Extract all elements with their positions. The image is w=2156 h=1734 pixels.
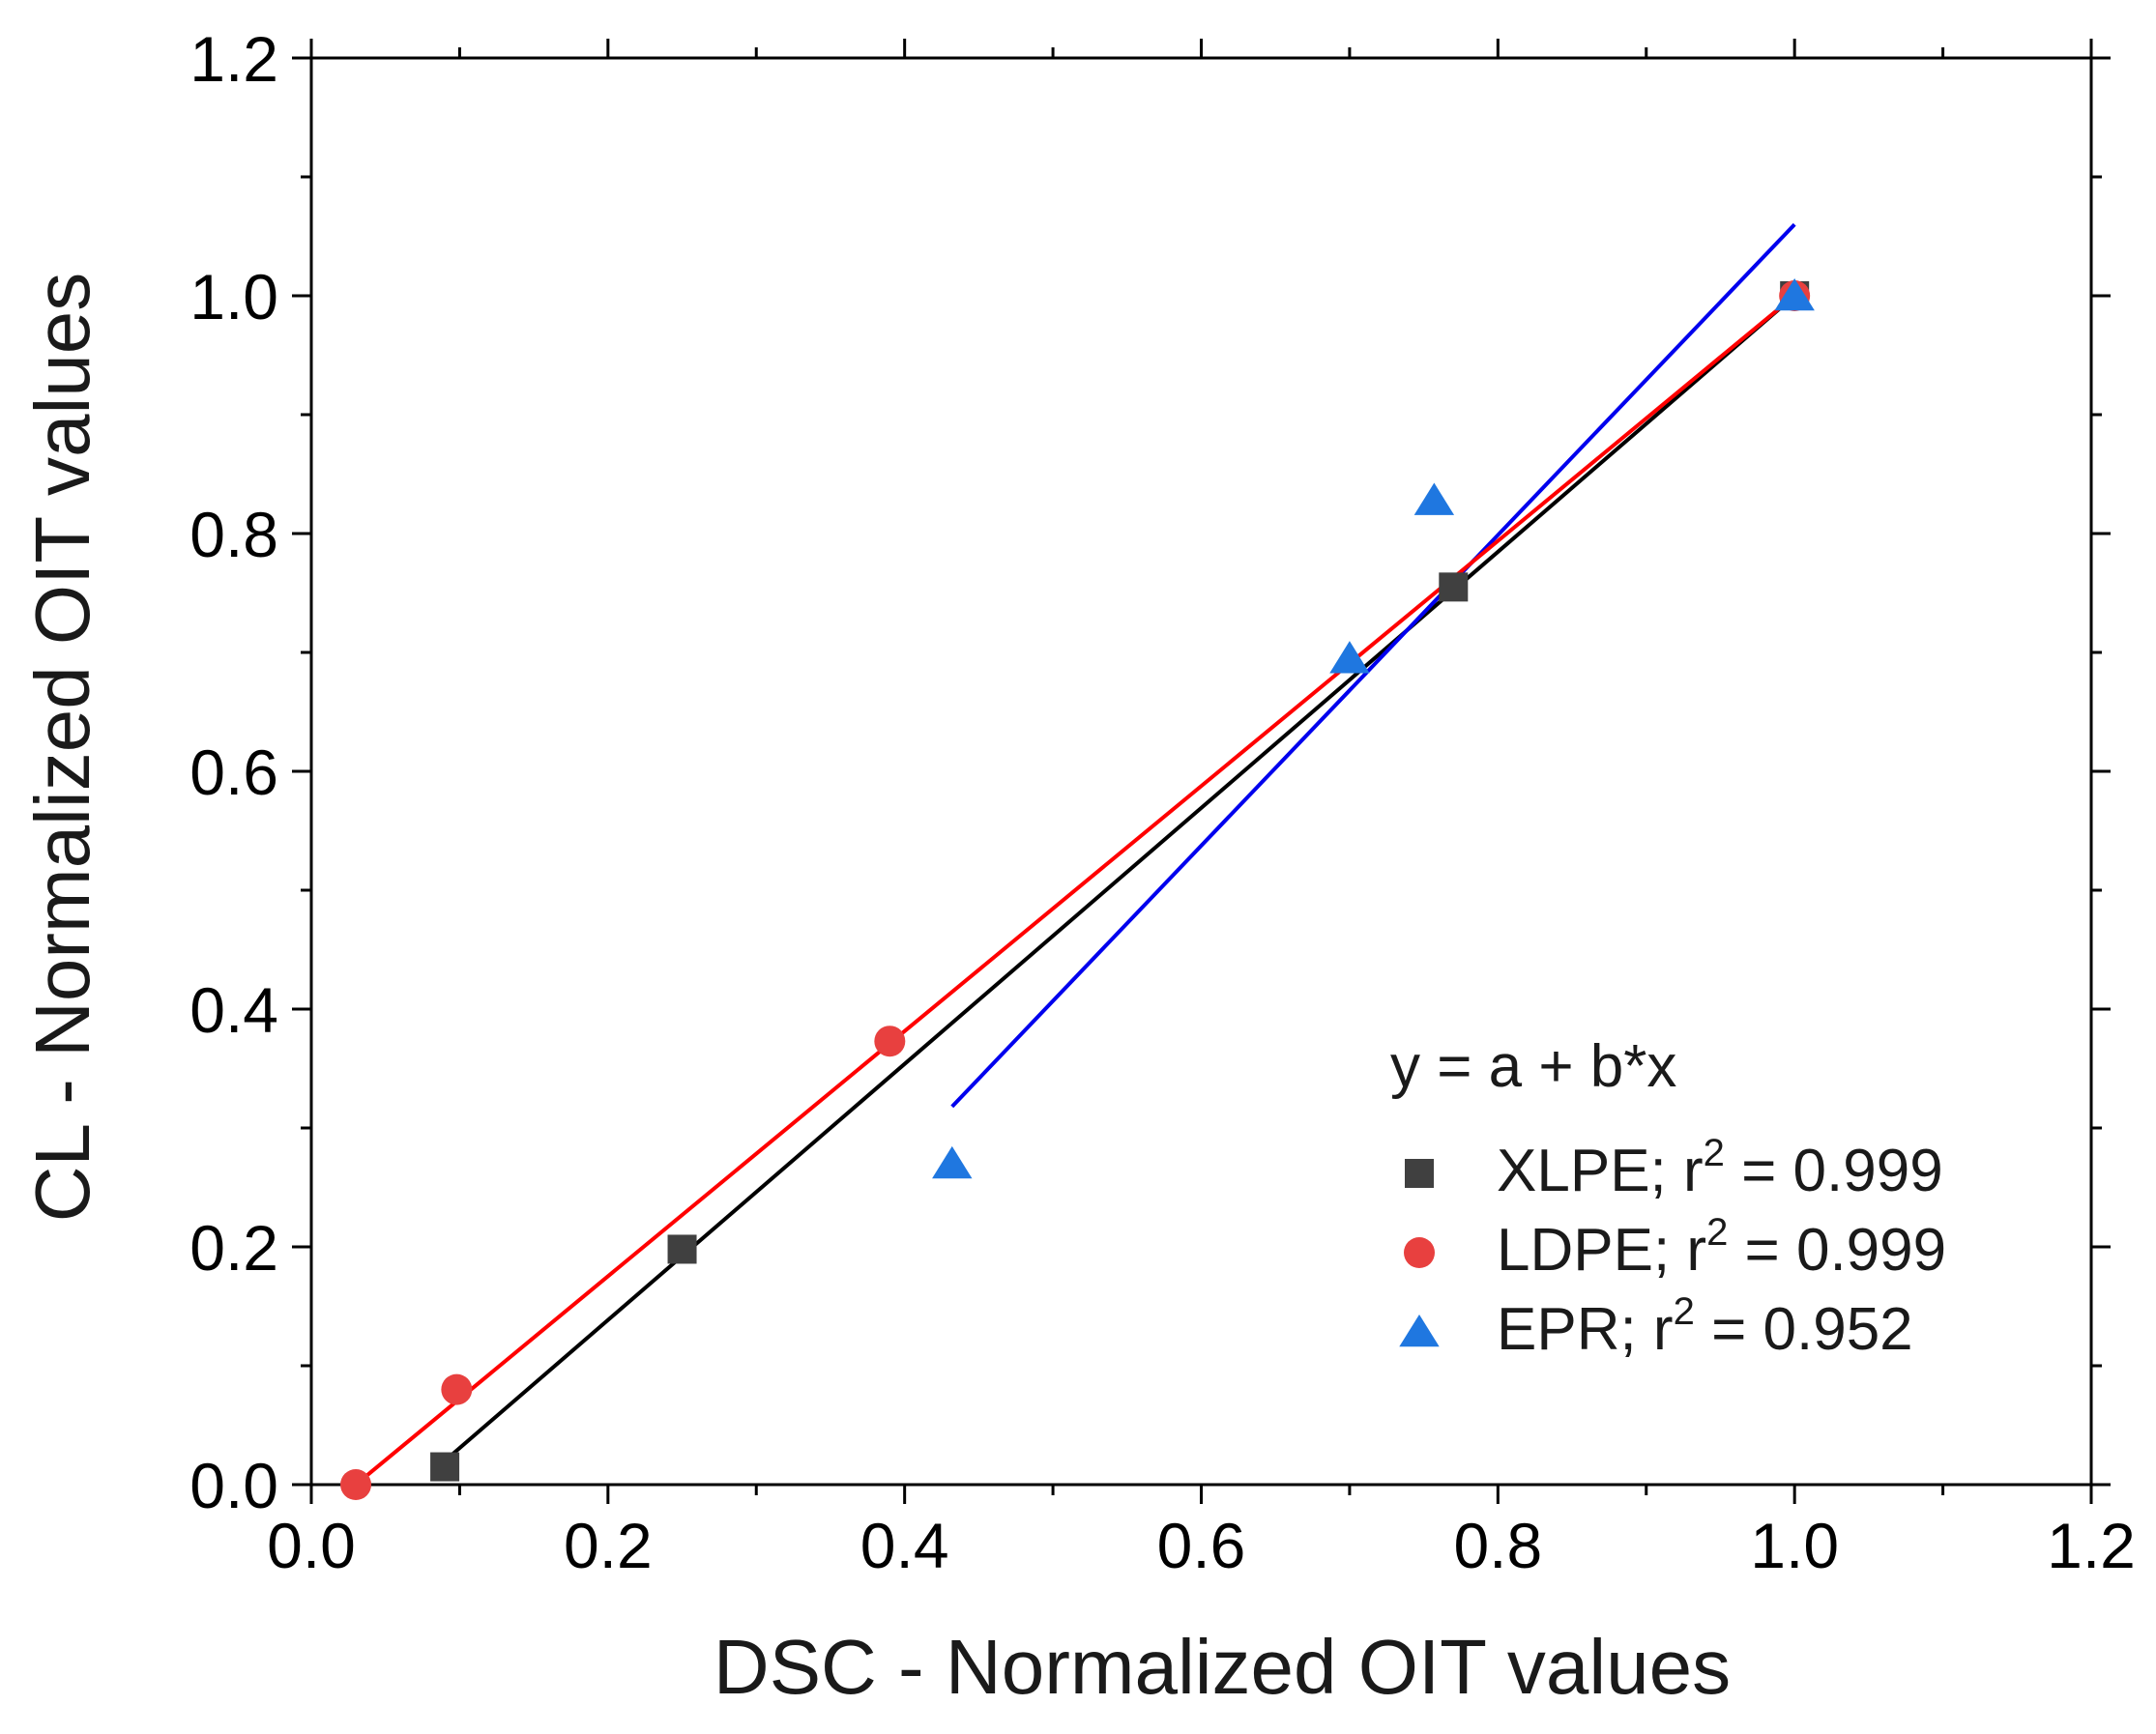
- epr-point: [1774, 278, 1815, 311]
- x-tick-label: 0.8: [1453, 1510, 1542, 1581]
- epr-legend-marker: [1399, 1315, 1440, 1347]
- x-tick-label: 0.4: [860, 1510, 949, 1581]
- xlpe-fit-line: [443, 294, 1796, 1462]
- y-tick-label: 0.4: [189, 974, 278, 1046]
- ldpe-legend-marker: [1404, 1237, 1435, 1268]
- xlpe-legend-marker: [1405, 1159, 1434, 1188]
- xlpe-point: [430, 1452, 460, 1482]
- y-tick-label: 0.8: [189, 499, 278, 570]
- y-axis-title: CL - Normalized OIT values: [19, 273, 105, 1223]
- ldpe-point: [441, 1373, 473, 1405]
- y-tick-label: 0.2: [189, 1212, 278, 1284]
- x-tick-label: 1.2: [2047, 1510, 2136, 1581]
- y-tick-label: 0.0: [189, 1450, 278, 1521]
- y-tick-label: 0.6: [189, 737, 278, 808]
- epr-point: [932, 1145, 973, 1179]
- y-tick-label: 1.2: [189, 23, 278, 95]
- xlpe-point: [1439, 572, 1469, 602]
- xlpe-point: [667, 1234, 697, 1264]
- fit-lines: [354, 222, 1796, 1487]
- ldpe-legend-label: LDPE; r2 = 0.999: [1497, 1211, 1946, 1284]
- legend-title: y = a + b*x: [1390, 1033, 1676, 1100]
- x-tick-label: 1.0: [1750, 1510, 1839, 1581]
- y-tick-label: 1.0: [189, 261, 278, 332]
- x-tick-label: 0.0: [267, 1510, 356, 1581]
- axes: 0.0 0.2 0.4 0.6 0.8 1.0 1.2 0.0 0.2 0.4 0.6 0.8 1.0 1…: [189, 23, 2136, 1581]
- data-markers: [340, 278, 1815, 1500]
- x-axis-title: DSC - Normalized OIT values: [714, 1624, 1731, 1710]
- epr-legend-label: EPR; r2 = 0.952: [1497, 1290, 1913, 1363]
- ldpe-point: [874, 1026, 906, 1057]
- epr-fit-line: [950, 222, 1796, 1109]
- ldpe-fit-line: [354, 294, 1796, 1487]
- xlpe-legend-label: XLPE; r2 = 0.999: [1497, 1132, 1943, 1204]
- epr-point: [1413, 482, 1455, 515]
- x-tick-label: 0.2: [564, 1510, 653, 1581]
- ldpe-point: [340, 1469, 372, 1500]
- x-tick-label: 0.6: [1157, 1510, 1246, 1581]
- epr-point: [1329, 641, 1370, 674]
